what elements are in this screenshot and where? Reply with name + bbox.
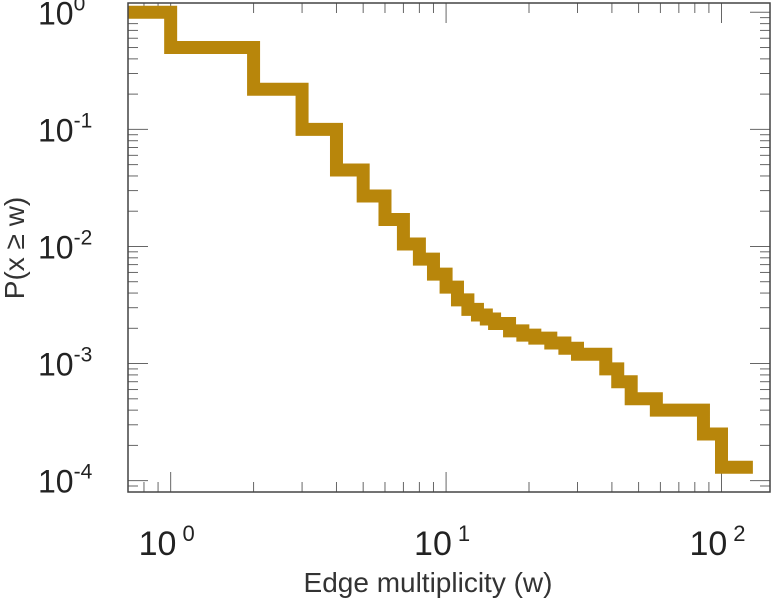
tick-labels: 10 0 10 1 10 2 100 10-1 10-2 10-3 10-4 (38, 0, 746, 563)
y-tick-label: 10-2 (38, 226, 92, 265)
x-tick-label: 10 2 (689, 521, 745, 563)
plot-frame (127, 2, 771, 493)
x-tick-label: 10 0 (139, 521, 195, 563)
axis-ticks (127, 3, 770, 493)
y-tick-label: 100 (38, 0, 85, 31)
y-tick-label: 10-3 (38, 344, 92, 383)
x-axis-label: Edge multiplicity (w) (304, 567, 553, 598)
y-tick-label: 10-4 (38, 461, 93, 500)
y-tick-label: 10-1 (38, 109, 92, 148)
x-tick-label: 10 1 (414, 521, 470, 563)
plot-series (128, 5, 753, 474)
y-axis-label: P(x ≥ w) (0, 197, 30, 299)
survival-step-line (128, 5, 753, 474)
